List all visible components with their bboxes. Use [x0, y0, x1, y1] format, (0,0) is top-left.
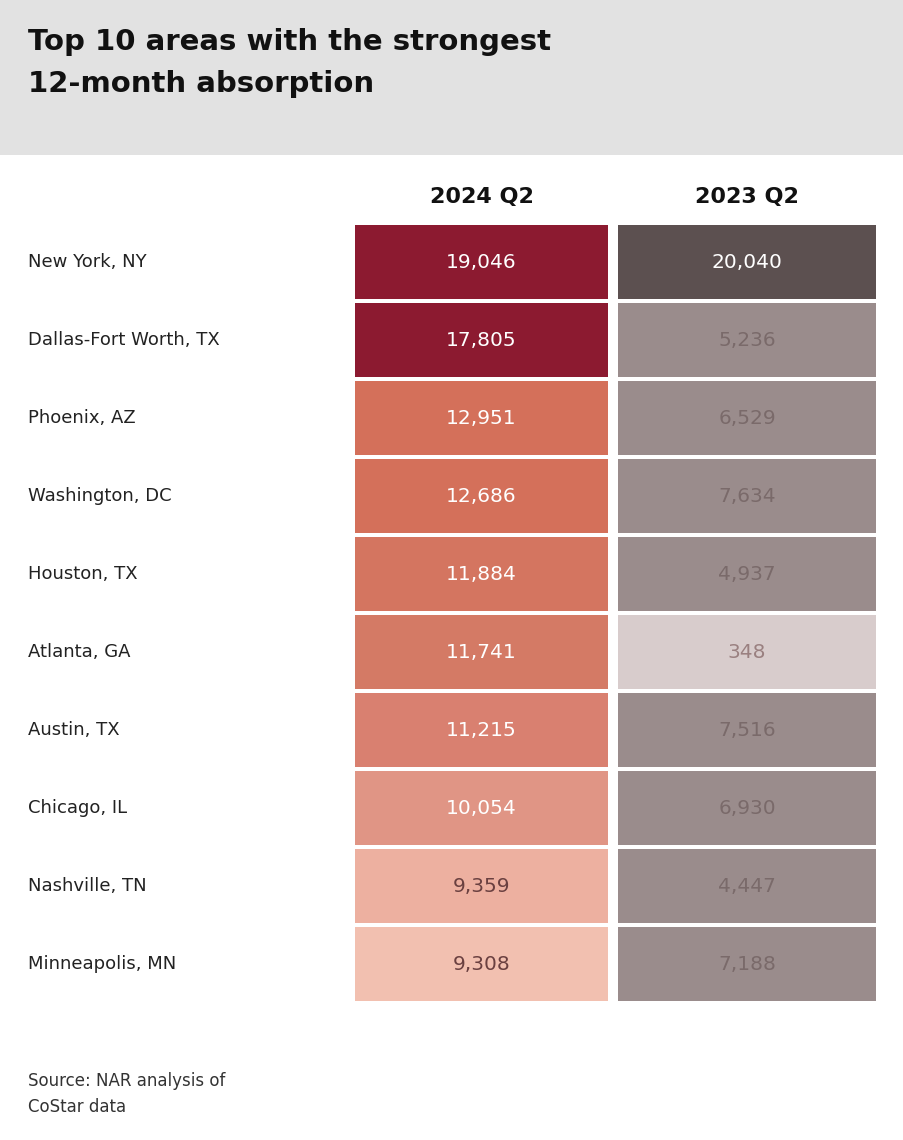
Text: 9,359: 9,359	[452, 877, 509, 896]
Text: 9,308: 9,308	[452, 954, 510, 974]
Text: 6,529: 6,529	[717, 408, 775, 428]
Text: Washington, DC: Washington, DC	[28, 487, 172, 505]
Text: 20,040: 20,040	[711, 252, 782, 271]
Text: 12,686: 12,686	[446, 487, 517, 505]
Text: 19,046: 19,046	[446, 252, 517, 271]
Text: 2024 Q2: 2024 Q2	[429, 187, 533, 207]
Text: 7,188: 7,188	[717, 954, 775, 974]
Bar	[618, 849, 875, 923]
Text: New York, NY: New York, NY	[28, 253, 146, 271]
Bar	[618, 537, 875, 611]
Bar	[355, 849, 608, 923]
Text: 6,930: 6,930	[717, 798, 775, 817]
Text: 12-month absorption: 12-month absorption	[28, 70, 374, 98]
Text: Houston, TX: Houston, TX	[28, 565, 137, 583]
Text: Atlanta, GA: Atlanta, GA	[28, 643, 130, 661]
Text: 7,516: 7,516	[717, 720, 775, 740]
Bar	[618, 693, 875, 767]
Text: 2023 Q2: 2023 Q2	[694, 187, 798, 207]
Text: 4,937: 4,937	[717, 564, 775, 584]
Text: 11,741: 11,741	[446, 643, 517, 661]
Text: 7,634: 7,634	[717, 487, 775, 505]
Text: Minneapolis, MN: Minneapolis, MN	[28, 955, 176, 974]
Bar	[0, 0, 903, 155]
Bar	[355, 303, 608, 377]
Text: 10,054: 10,054	[446, 798, 517, 817]
Bar	[618, 303, 875, 377]
Text: Dallas-Fort Worth, TX: Dallas-Fort Worth, TX	[28, 331, 219, 349]
Bar	[618, 459, 875, 534]
Bar	[355, 537, 608, 611]
Text: Source: NAR analysis of
CoStar data: Source: NAR analysis of CoStar data	[28, 1072, 225, 1116]
Bar	[355, 693, 608, 767]
Text: 4,447: 4,447	[717, 877, 775, 896]
Bar	[355, 459, 608, 534]
Text: Chicago, IL: Chicago, IL	[28, 799, 127, 817]
Bar	[355, 225, 608, 299]
Text: Top 10 areas with the strongest: Top 10 areas with the strongest	[28, 28, 551, 56]
Bar	[355, 771, 608, 845]
Text: Nashville, TN: Nashville, TN	[28, 877, 146, 895]
Text: 5,236: 5,236	[717, 331, 775, 350]
Text: 11,215: 11,215	[446, 720, 517, 740]
Bar	[355, 927, 608, 1001]
Bar	[618, 381, 875, 455]
Bar	[618, 927, 875, 1001]
Bar	[355, 614, 608, 689]
Text: 12,951: 12,951	[446, 408, 517, 428]
Bar	[618, 614, 875, 689]
Text: 17,805: 17,805	[446, 331, 517, 350]
Bar	[355, 381, 608, 455]
Text: Austin, TX: Austin, TX	[28, 720, 119, 739]
Text: 348: 348	[727, 643, 766, 661]
Text: 11,884: 11,884	[445, 564, 517, 584]
Text: Phoenix, AZ: Phoenix, AZ	[28, 409, 135, 428]
Bar	[618, 771, 875, 845]
Bar	[618, 225, 875, 299]
